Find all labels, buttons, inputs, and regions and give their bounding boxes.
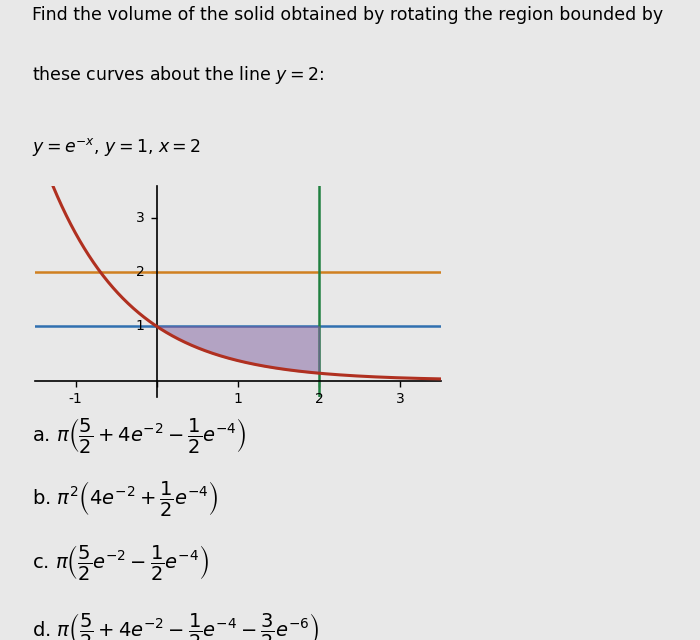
Text: b. $\pi^2 \left(4e^{-2} + \dfrac{1}{2}e^{-4}\right)$: b. $\pi^2 \left(4e^{-2} + \dfrac{1}{2}e^… bbox=[32, 479, 218, 518]
Text: Find the volume of the solid obtained by rotating the region bounded by: Find the volume of the solid obtained by… bbox=[32, 6, 663, 24]
Text: $y = e^{-x}$, $y = 1$, $x = 2$: $y = e^{-x}$, $y = 1$, $x = 2$ bbox=[32, 136, 201, 157]
Text: 2: 2 bbox=[136, 265, 145, 279]
Text: 3: 3 bbox=[396, 392, 405, 406]
Text: these curves about the line $y = 2$:: these curves about the line $y = 2$: bbox=[32, 64, 323, 86]
Text: -1: -1 bbox=[69, 392, 83, 406]
Text: c. $\pi \left(\dfrac{5}{2}e^{-2} - \dfrac{1}{2}e^{-4}\right)$: c. $\pi \left(\dfrac{5}{2}e^{-2} - \dfra… bbox=[32, 543, 209, 582]
Text: 3: 3 bbox=[136, 211, 145, 225]
Text: d. $\pi \left(\dfrac{5}{2} + 4e^{-2} - \dfrac{1}{2}e^{-4} - \dfrac{3}{2}e^{-6}\r: d. $\pi \left(\dfrac{5}{2} + 4e^{-2} - \… bbox=[32, 611, 319, 640]
Text: 2: 2 bbox=[315, 392, 323, 406]
Text: a. $\pi \left(\dfrac{5}{2} + 4e^{-2} - \dfrac{1}{2}e^{-4}\right)$: a. $\pi \left(\dfrac{5}{2} + 4e^{-2} - \… bbox=[32, 416, 246, 455]
Text: 1: 1 bbox=[136, 319, 145, 333]
Text: 1: 1 bbox=[234, 392, 242, 406]
